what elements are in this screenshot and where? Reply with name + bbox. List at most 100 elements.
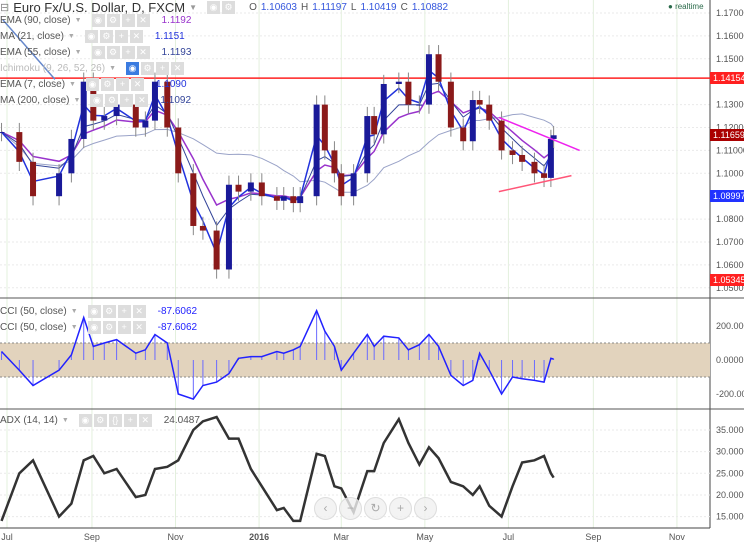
chevron-down-icon[interactable]: ▼ — [73, 97, 81, 104]
chevron-right-button[interactable]: › — [414, 497, 437, 520]
x-tick-label: Jul — [503, 532, 515, 542]
candle-body — [258, 182, 265, 197]
close-icon[interactable]: ✕ — [136, 46, 150, 59]
eye-icon[interactable]: ◉ — [90, 94, 104, 107]
close-icon[interactable]: ✕ — [130, 78, 144, 91]
chevron-down-icon[interactable]: ▼ — [61, 417, 69, 424]
candle-body — [225, 184, 232, 270]
chevron-down-icon[interactable]: ▼ — [189, 3, 198, 12]
reset-icon: ↻ — [370, 501, 381, 515]
chevron-left-button[interactable]: ‹ — [314, 497, 337, 520]
indicator-legend[interactable]: MA (200, close) ▼ ◉ ⚙ + ✕ 1.1092 — [0, 94, 192, 107]
plus-icon[interactable]: + — [121, 46, 135, 59]
chevron-down-icon[interactable]: ▼ — [69, 81, 76, 88]
eye-icon[interactable]: ◉ — [91, 14, 105, 27]
candle-body — [290, 196, 297, 204]
candle-body — [199, 225, 206, 231]
collapse-icon[interactable]: ⊟ — [0, 2, 10, 14]
eye-icon[interactable]: ◉ — [87, 305, 101, 318]
candle-body — [331, 150, 338, 174]
eye-icon[interactable]: ◉ — [91, 46, 105, 59]
chevron-left-icon: ‹ — [323, 501, 328, 515]
close-icon[interactable]: ✕ — [132, 305, 146, 318]
indicator-legend[interactable]: EMA (55, close) ▼ ◉ ⚙ + ✕ 1.1193 — [0, 46, 192, 59]
candle-body — [416, 104, 423, 106]
gear-icon[interactable]: ⚙ — [99, 30, 113, 43]
candle-body — [235, 184, 242, 192]
chevron-down-icon[interactable]: ▼ — [74, 17, 82, 24]
chevron-down-icon[interactable]: ▼ — [70, 308, 78, 315]
cci-legend[interactable]: CCI (50, close) ▼ ◉ ⚙ + ✕ -87.6062 — [0, 321, 198, 334]
plus-icon[interactable]: + — [120, 94, 134, 107]
plus-button[interactable]: + — [389, 497, 412, 520]
y-tick-label: 1.05000 — [716, 283, 744, 293]
gear-icon[interactable]: ⚙ — [102, 321, 116, 334]
close-icon[interactable]: ✕ — [135, 94, 149, 107]
eye-icon[interactable]: ◉ — [84, 30, 98, 43]
reset-button[interactable]: ↻ — [364, 497, 387, 520]
ma-200-line — [1, 113, 555, 193]
price-tag: 1.14154 — [710, 72, 744, 85]
gear-icon[interactable]: ⚙ — [141, 62, 154, 75]
gear-icon[interactable]: ⚙ — [106, 14, 120, 27]
plus-icon[interactable]: + — [156, 62, 169, 75]
adx-y-tick-label: 30.0000 — [716, 447, 744, 457]
gear-icon[interactable]: ⚙ — [105, 94, 119, 107]
cci-line — [0, 308, 554, 400]
cci-legend[interactable]: CCI (50, close) ▼ ◉ ⚙ + ✕ -87.6062 — [0, 305, 198, 318]
candle-body — [469, 100, 476, 142]
eye-icon[interactable]: ◉ — [78, 414, 92, 427]
candle-body — [460, 127, 467, 142]
gear-icon[interactable]: ⚙ — [100, 78, 114, 91]
candle-body — [338, 173, 345, 197]
chevron-down-icon[interactable]: ▼ — [109, 65, 116, 72]
x-tick-label: Jul — [1, 532, 13, 542]
candle-body — [405, 81, 412, 105]
close-icon[interactable]: ✕ — [138, 414, 152, 427]
plus-icon[interactable]: + — [114, 30, 128, 43]
plus-icon[interactable]: + — [123, 414, 137, 427]
ohlc-readout: O 1.10603 H 1.11197 L 1.10419 C 1.10882 — [249, 2, 449, 13]
indicator-legend[interactable]: EMA (90, close) ▼ ◉ ⚙ + ✕ 1.1192 — [0, 14, 192, 27]
eye-icon[interactable]: ◉ — [207, 1, 221, 14]
gear-icon[interactable]: ⚙ — [222, 1, 236, 14]
close-icon[interactable]: ✕ — [129, 30, 143, 43]
chart-header: ⊟ Euro Fx/U.S. Dollar, D, FXCM ▼ ◉ ⚙ O 1.1… — [0, 0, 452, 15]
cci-band — [0, 343, 710, 377]
close-icon[interactable]: ✕ — [136, 14, 150, 27]
gear-icon[interactable]: ⚙ — [93, 414, 107, 427]
adx-legend[interactable]: ADX (14, 14) ▼ ◉ ⚙{} + ✕ 24.0487 — [0, 414, 200, 427]
candle-body — [486, 104, 493, 121]
symbol-title[interactable]: Euro Fx/U.S. Dollar, D, FXCM — [13, 0, 186, 15]
minus-button[interactable]: − — [339, 497, 362, 520]
eye-icon[interactable]: ◉ — [87, 321, 101, 334]
plus-icon[interactable]: + — [121, 14, 135, 27]
plus-icon[interactable]: + — [115, 78, 129, 91]
chevron-down-icon[interactable]: ▼ — [67, 33, 75, 40]
source-icon[interactable]: {} — [108, 414, 122, 427]
y-tick-label: 1.17000 — [716, 8, 744, 18]
indicator-legend[interactable]: Ichimoku (9, 26, 52, 26) ▼ ◉ ⚙ + ✕ — [0, 62, 196, 75]
indicator-legend[interactable]: MA (21, close) ▼ ◉ ⚙ + ✕ 1.1151 — [0, 30, 185, 43]
indicator-legend[interactable]: EMA (7, close) ▼ ◉ ⚙ + ✕ 1.1090 — [0, 78, 187, 91]
x-tick-label: 2016 — [249, 532, 269, 542]
gear-icon[interactable]: ⚙ — [106, 46, 120, 59]
candle-body — [151, 81, 158, 121]
candle-body — [380, 83, 387, 135]
plus-icon: + — [396, 501, 404, 515]
chevron-down-icon[interactable]: ▼ — [74, 49, 82, 56]
plus-icon[interactable]: + — [117, 321, 131, 334]
gear-icon[interactable]: ⚙ — [102, 305, 116, 318]
ema-55-line — [1, 82, 555, 227]
eye-icon[interactable]: ◉ — [85, 78, 99, 91]
close-icon[interactable]: ✕ — [171, 62, 184, 75]
eye-icon[interactable]: ◉ — [126, 62, 139, 75]
y-tick-label: 1.15000 — [716, 54, 744, 64]
plus-icon[interactable]: + — [117, 305, 131, 318]
chevron-down-icon[interactable]: ▼ — [70, 324, 78, 331]
close-icon[interactable]: ✕ — [132, 321, 146, 334]
y-tick-label: 1.07000 — [716, 237, 744, 247]
candle-body — [425, 54, 432, 105]
candle-body — [190, 173, 197, 226]
